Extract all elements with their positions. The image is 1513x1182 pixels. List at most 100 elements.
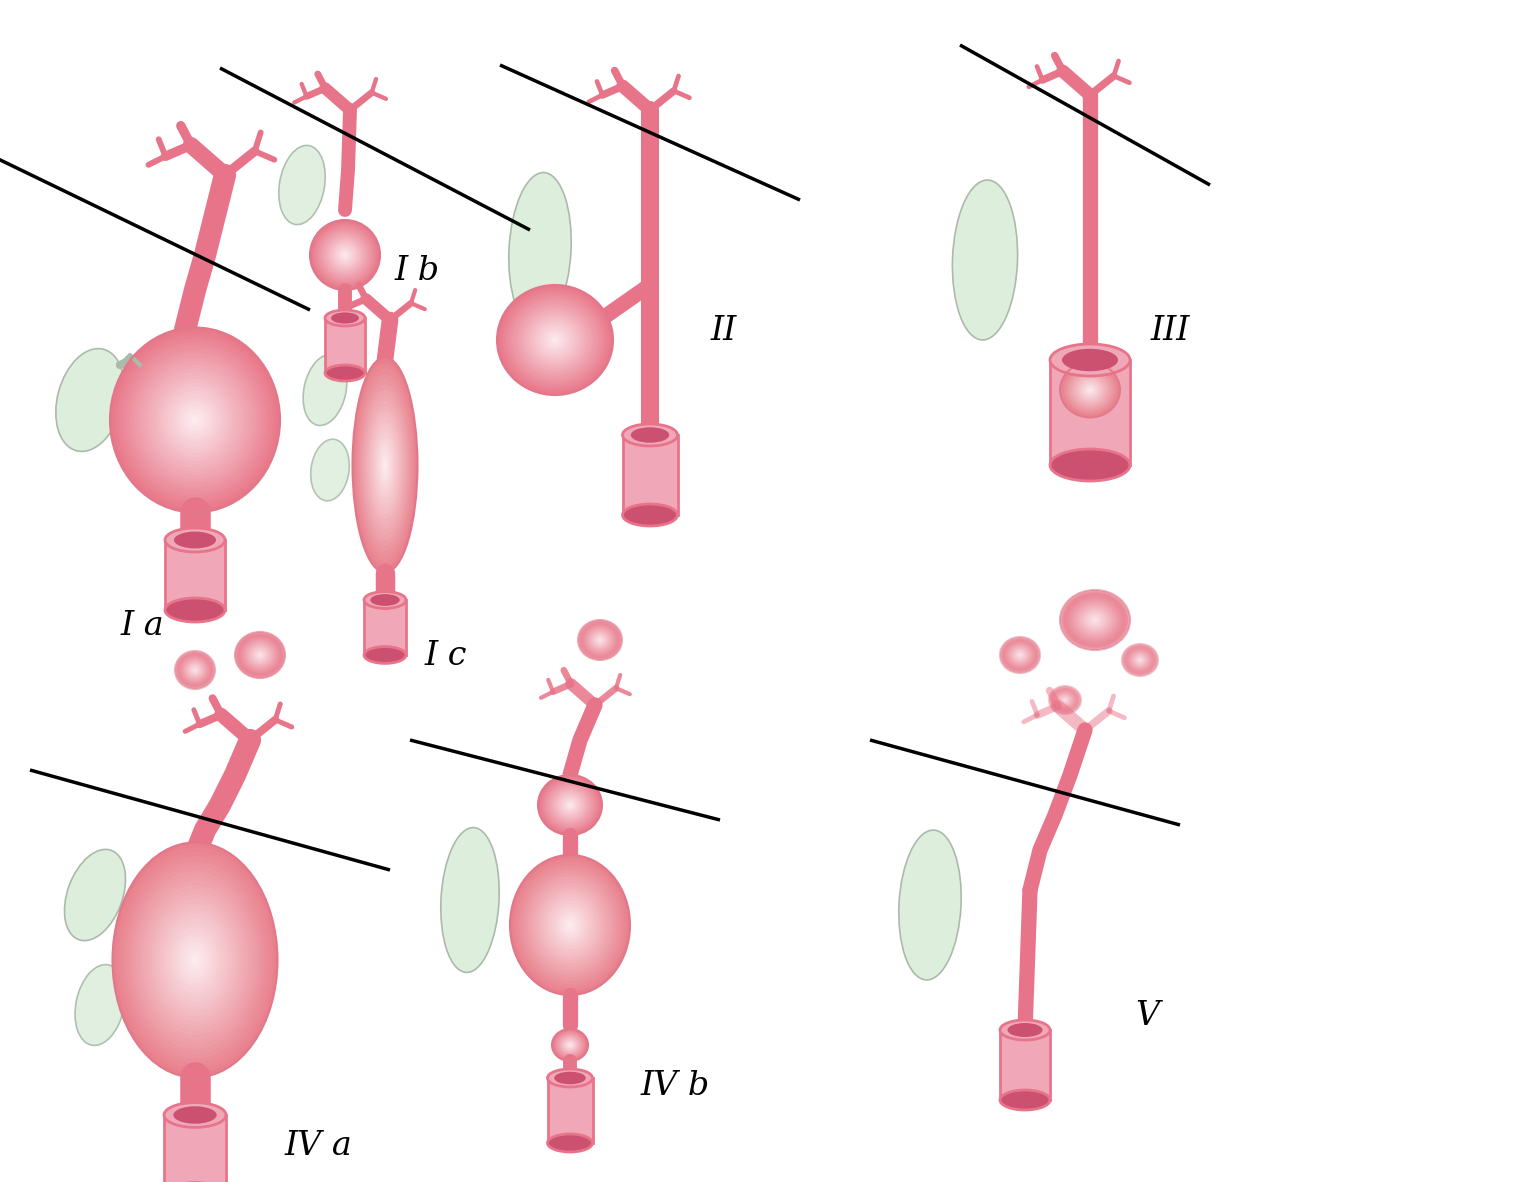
Ellipse shape — [256, 651, 263, 658]
Ellipse shape — [1094, 618, 1097, 622]
Ellipse shape — [126, 862, 265, 1059]
Ellipse shape — [144, 364, 247, 475]
Ellipse shape — [235, 632, 284, 678]
Ellipse shape — [1071, 599, 1120, 641]
Ellipse shape — [188, 413, 201, 428]
Ellipse shape — [558, 794, 581, 816]
Ellipse shape — [310, 220, 380, 290]
Ellipse shape — [315, 226, 375, 285]
Ellipse shape — [153, 898, 238, 1021]
Ellipse shape — [168, 922, 221, 998]
Ellipse shape — [1074, 376, 1106, 404]
Ellipse shape — [179, 402, 212, 439]
Ellipse shape — [587, 628, 613, 652]
Ellipse shape — [584, 626, 616, 654]
Ellipse shape — [1014, 649, 1027, 661]
Ellipse shape — [312, 222, 378, 288]
Ellipse shape — [561, 798, 578, 812]
Ellipse shape — [1050, 449, 1130, 481]
Ellipse shape — [566, 1041, 573, 1048]
Ellipse shape — [561, 1037, 579, 1053]
Ellipse shape — [1050, 687, 1080, 713]
Ellipse shape — [327, 238, 363, 273]
Ellipse shape — [378, 443, 392, 487]
Ellipse shape — [540, 777, 601, 833]
Ellipse shape — [1065, 595, 1124, 645]
Ellipse shape — [520, 307, 590, 374]
Ellipse shape — [353, 357, 418, 572]
Ellipse shape — [548, 1134, 593, 1152]
Ellipse shape — [191, 667, 200, 674]
Ellipse shape — [1018, 654, 1021, 656]
Ellipse shape — [1062, 697, 1068, 703]
Ellipse shape — [129, 866, 262, 1054]
Ellipse shape — [192, 667, 198, 673]
Ellipse shape — [1083, 384, 1095, 396]
Ellipse shape — [567, 803, 573, 808]
Ellipse shape — [1052, 689, 1077, 712]
Ellipse shape — [1138, 658, 1142, 662]
Ellipse shape — [342, 252, 348, 259]
Ellipse shape — [1126, 648, 1154, 673]
Ellipse shape — [1049, 686, 1080, 714]
Ellipse shape — [496, 285, 613, 395]
Ellipse shape — [622, 424, 678, 446]
Ellipse shape — [1062, 697, 1067, 702]
Ellipse shape — [236, 634, 284, 677]
Ellipse shape — [151, 372, 239, 468]
Ellipse shape — [631, 428, 669, 443]
Ellipse shape — [564, 1040, 575, 1050]
Ellipse shape — [564, 799, 576, 811]
Ellipse shape — [1129, 650, 1151, 670]
Ellipse shape — [508, 296, 601, 384]
Ellipse shape — [1011, 647, 1029, 663]
Ellipse shape — [508, 173, 572, 327]
Ellipse shape — [171, 394, 219, 446]
Ellipse shape — [545, 781, 596, 829]
Ellipse shape — [584, 625, 616, 655]
Ellipse shape — [952, 180, 1018, 340]
Ellipse shape — [558, 911, 583, 939]
Ellipse shape — [343, 253, 346, 256]
Ellipse shape — [1076, 604, 1114, 636]
Ellipse shape — [1129, 650, 1151, 669]
Ellipse shape — [174, 1106, 216, 1124]
Ellipse shape — [561, 1038, 578, 1052]
Ellipse shape — [185, 946, 204, 974]
Ellipse shape — [383, 460, 387, 470]
Ellipse shape — [165, 387, 225, 454]
Ellipse shape — [124, 343, 266, 498]
Ellipse shape — [592, 634, 608, 647]
Text: II: II — [710, 314, 737, 348]
Ellipse shape — [542, 778, 599, 832]
Ellipse shape — [136, 876, 254, 1045]
Ellipse shape — [546, 332, 564, 349]
Ellipse shape — [174, 532, 216, 548]
Ellipse shape — [1089, 616, 1100, 624]
Ellipse shape — [183, 658, 207, 681]
Ellipse shape — [179, 655, 210, 686]
Ellipse shape — [185, 409, 206, 431]
Ellipse shape — [505, 293, 604, 387]
Ellipse shape — [176, 931, 215, 988]
Ellipse shape — [1077, 605, 1112, 635]
Ellipse shape — [1014, 650, 1026, 661]
Ellipse shape — [374, 428, 396, 502]
Ellipse shape — [510, 855, 629, 995]
Ellipse shape — [557, 1033, 584, 1057]
Ellipse shape — [1061, 363, 1120, 417]
Ellipse shape — [567, 1043, 573, 1047]
Ellipse shape — [519, 865, 620, 985]
Ellipse shape — [176, 651, 215, 689]
Ellipse shape — [564, 1039, 576, 1051]
Ellipse shape — [528, 876, 611, 974]
Ellipse shape — [333, 242, 357, 267]
Ellipse shape — [1018, 654, 1021, 657]
Ellipse shape — [165, 528, 225, 552]
Ellipse shape — [1008, 643, 1033, 667]
Ellipse shape — [185, 661, 204, 680]
Ellipse shape — [325, 235, 365, 274]
Ellipse shape — [142, 885, 248, 1035]
Bar — [1000, 1030, 1050, 1100]
Ellipse shape — [241, 638, 278, 673]
